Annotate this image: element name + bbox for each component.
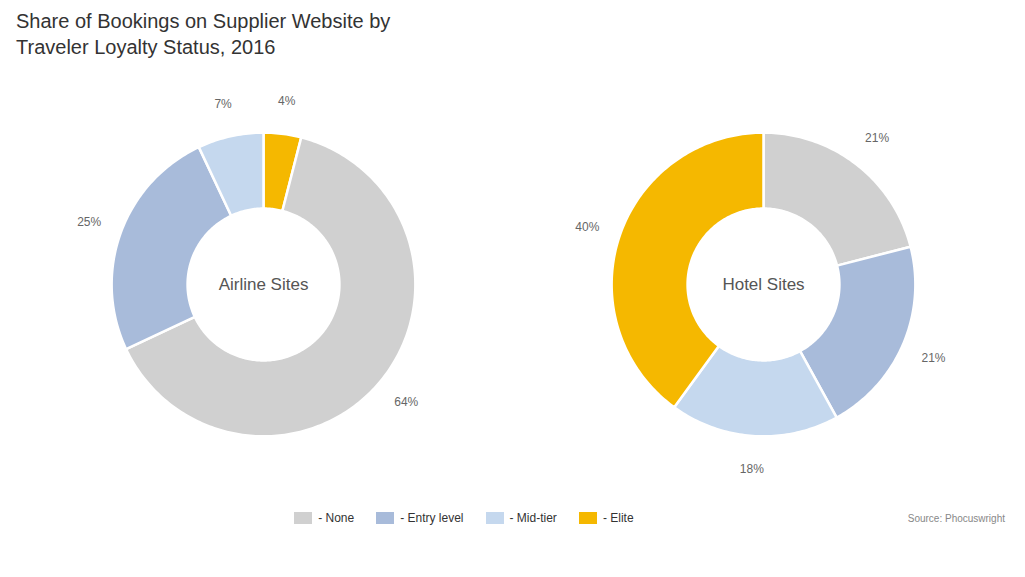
svg-text:4%: 4% bbox=[278, 94, 296, 108]
html-text:Share of Bookings on Supplier: Share of Bookings on Supplier Website by… bbox=[16, 10, 391, 58]
svg-text:64%: 64% bbox=[394, 395, 418, 409]
html-text:- Entry level: - Entry level bbox=[400, 511, 464, 525]
html-text:- None: - None bbox=[318, 511, 355, 525]
svg-text:18%: 18% bbox=[739, 462, 763, 476]
svg-text:7%: 7% bbox=[214, 97, 232, 111]
svg-text:Hotel Sites: Hotel Sites bbox=[722, 275, 804, 294]
svg-text:21%: 21% bbox=[921, 351, 945, 365]
svg-text:40%: 40% bbox=[575, 220, 599, 234]
html-text:Source: Phocuswright: Source: Phocuswright bbox=[907, 512, 1005, 524]
html-text:- Mid-tier: - Mid-tier bbox=[509, 511, 557, 525]
html-text:- Elite: - Elite bbox=[602, 511, 634, 525]
svg-text:21%: 21% bbox=[865, 131, 889, 145]
svg-text:25%: 25% bbox=[77, 215, 101, 229]
svg-text:Airline Sites: Airline Sites bbox=[218, 275, 308, 294]
